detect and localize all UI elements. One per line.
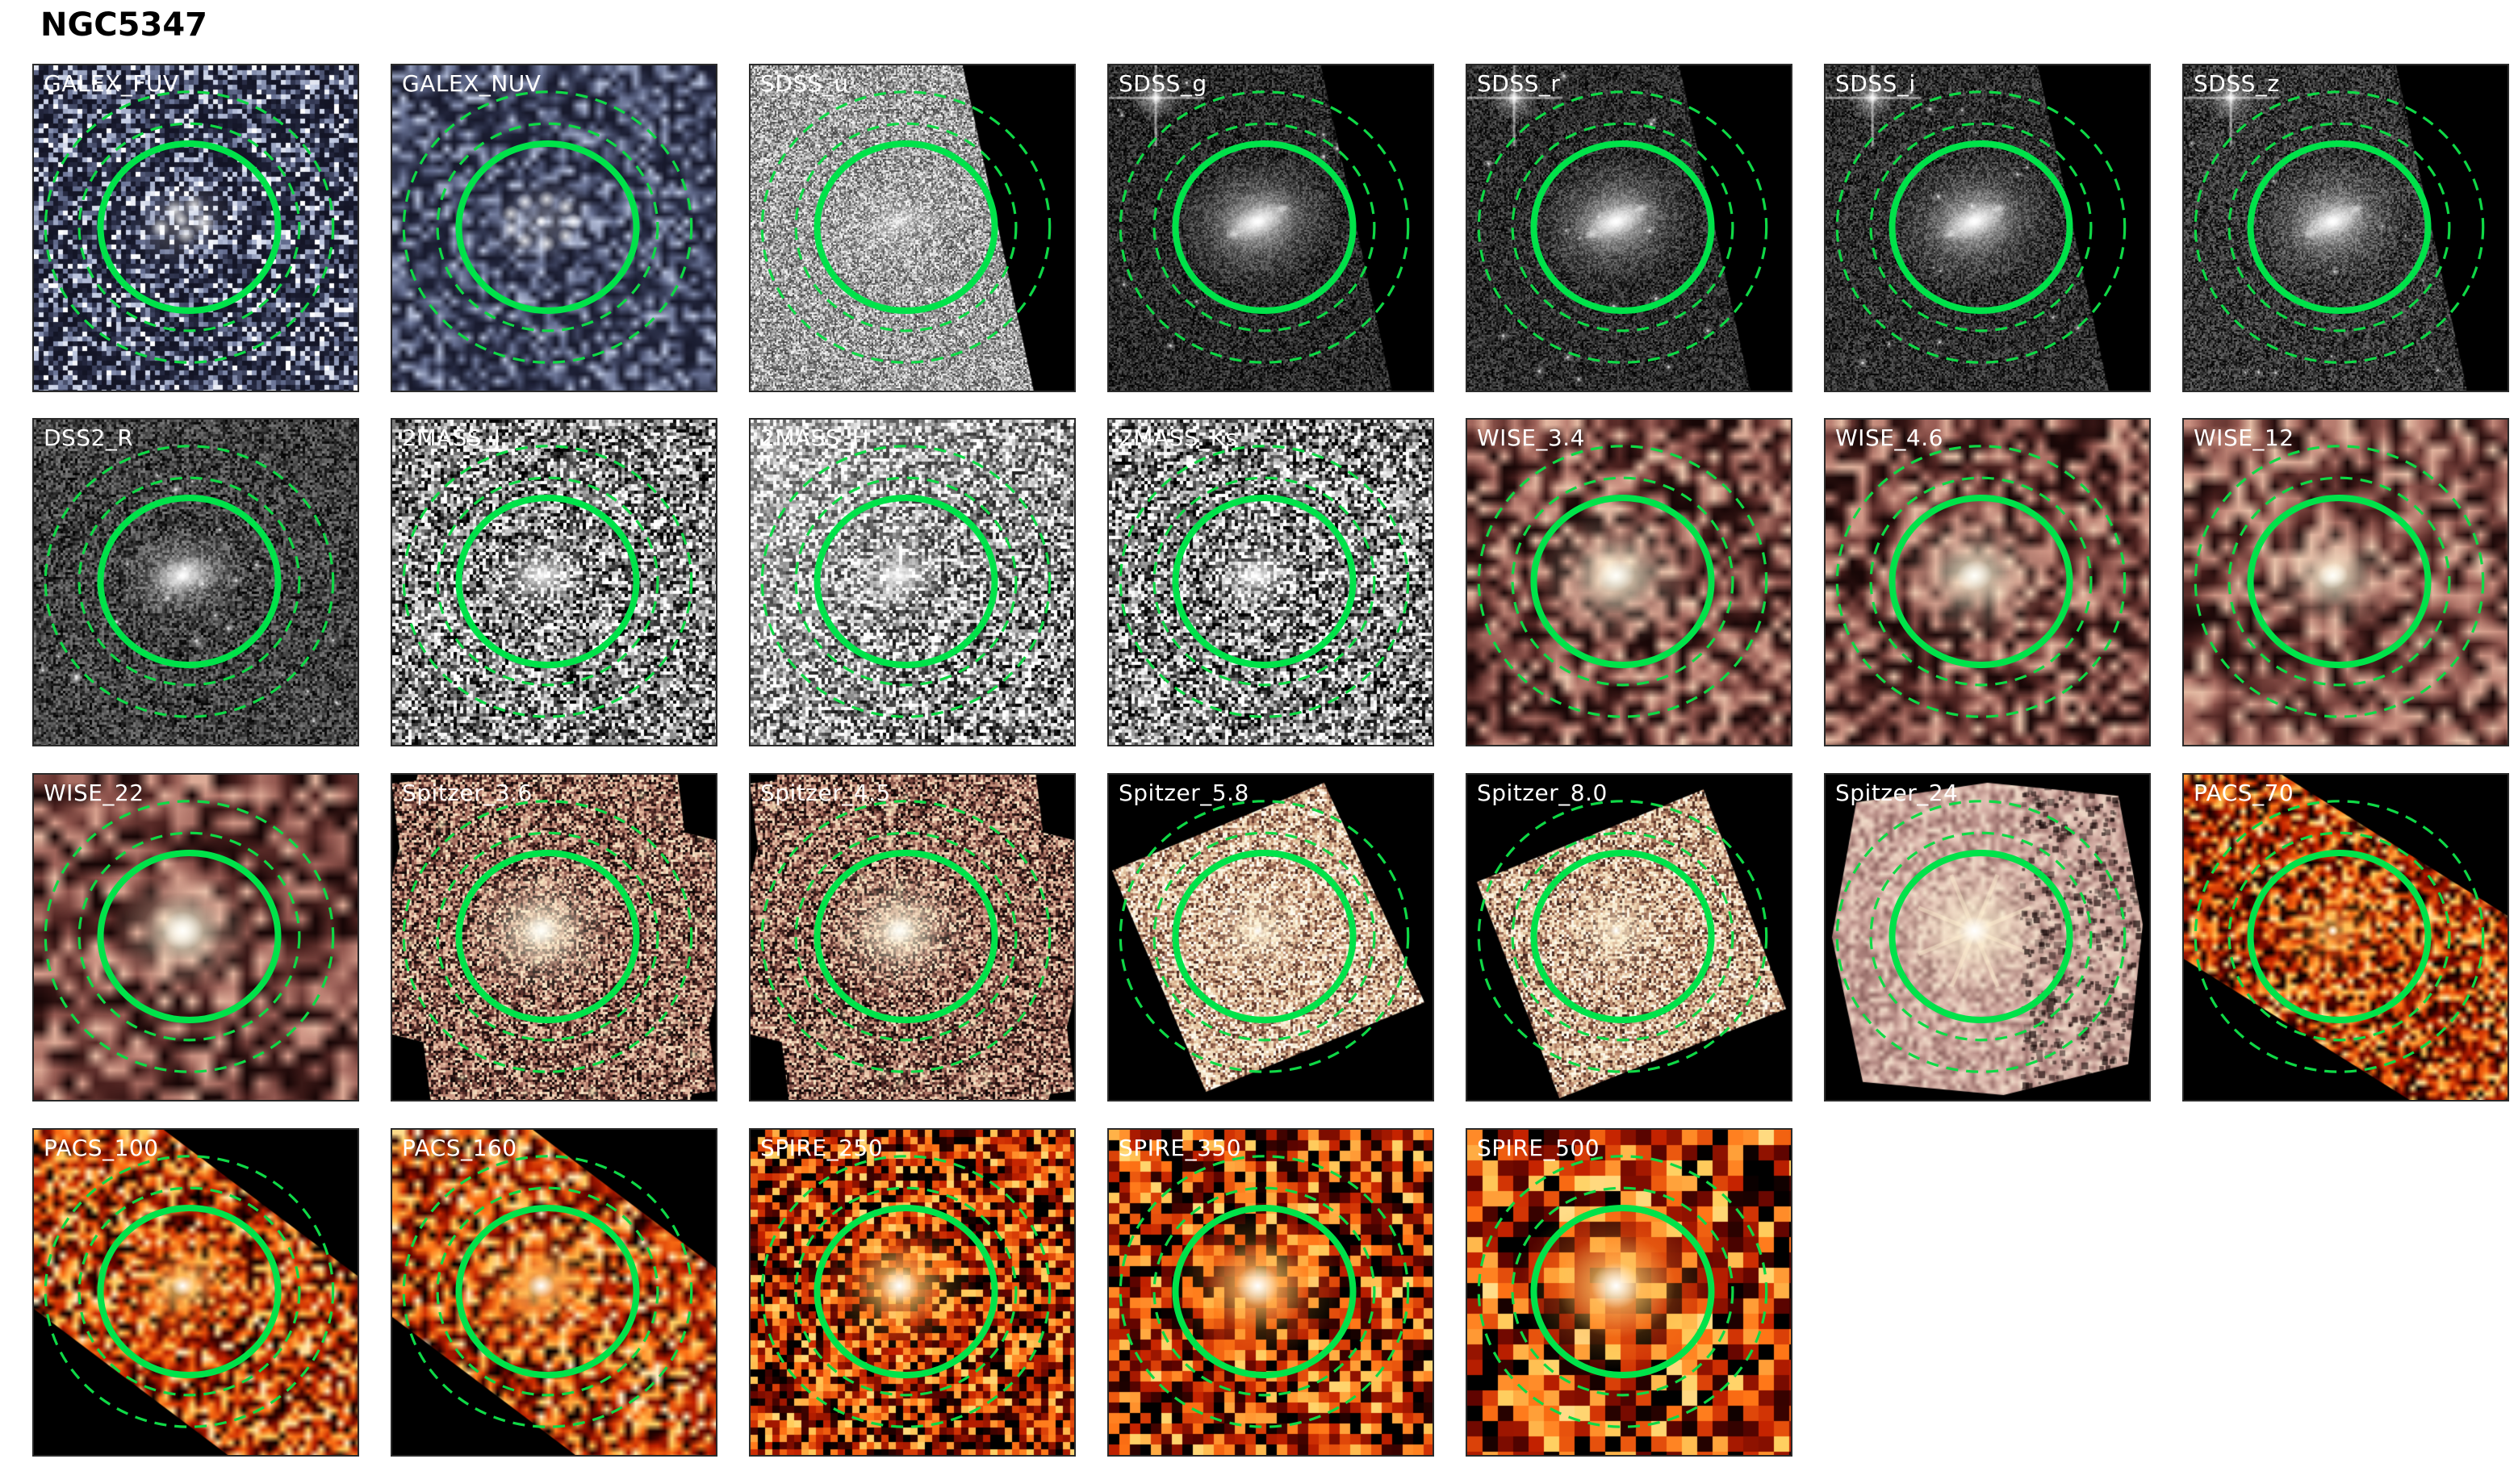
panel-label: SPIRE_350 bbox=[1119, 1135, 1242, 1161]
band-image-canvas bbox=[2184, 65, 2508, 391]
panel-pacs_70: PACS_70 bbox=[2182, 773, 2509, 1102]
band-image-canvas bbox=[2184, 420, 2508, 745]
panel-label: SDSS_u bbox=[760, 70, 849, 97]
panel-spitzer_4.5: Spitzer_4.5 bbox=[749, 773, 1076, 1102]
band-image-canvas bbox=[1467, 420, 1791, 745]
band-image-canvas bbox=[2184, 775, 2508, 1100]
band-image-canvas bbox=[392, 775, 716, 1100]
panel-pacs_100: PACS_100 bbox=[32, 1128, 359, 1457]
panel-wise_3.4: WISE_3.4 bbox=[1466, 418, 1792, 746]
band-image-canvas bbox=[1109, 65, 1433, 391]
panel-wise_22: WISE_22 bbox=[32, 773, 359, 1102]
panel-sdss_z: SDSS_z bbox=[2182, 64, 2509, 392]
panel-label: Spitzer_24 bbox=[1835, 780, 1959, 806]
panel-label: PACS_160 bbox=[402, 1135, 517, 1161]
band-image-canvas bbox=[392, 65, 716, 391]
panel-label: WISE_22 bbox=[44, 780, 144, 806]
panel-label: SPIRE_500 bbox=[1477, 1135, 1600, 1161]
panel-spitzer_8.0: Spitzer_8.0 bbox=[1466, 773, 1792, 1102]
panel-2mass_ks: 2MASS_Ks bbox=[1107, 418, 1434, 746]
figure-title: NGC5347 bbox=[40, 6, 207, 44]
panel-label: GALEX_NUV bbox=[402, 70, 542, 97]
panel-wise_4.6: WISE_4.6 bbox=[1824, 418, 2151, 746]
panel-label: SPIRE_250 bbox=[760, 1135, 884, 1161]
panel-pacs_160: PACS_160 bbox=[391, 1128, 717, 1457]
band-image-canvas bbox=[392, 420, 716, 745]
panel-galex_nuv: GALEX_NUV bbox=[391, 64, 717, 392]
band-image-canvas bbox=[751, 420, 1074, 745]
panel-label: WISE_4.6 bbox=[1835, 424, 1943, 451]
band-image-canvas bbox=[34, 775, 358, 1100]
panel-label: SDSS_i bbox=[1835, 70, 1916, 97]
panel-label: SDSS_r bbox=[1477, 70, 1561, 97]
band-image-canvas bbox=[34, 420, 358, 745]
panel-spire_250: SPIRE_250 bbox=[749, 1128, 1076, 1457]
panel-sdss_g: SDSS_g bbox=[1107, 64, 1434, 392]
panel-label: PACS_100 bbox=[44, 1135, 159, 1161]
band-image-canvas bbox=[1826, 65, 2149, 391]
band-image-canvas bbox=[1826, 420, 2149, 745]
panel-spitzer_5.8: Spitzer_5.8 bbox=[1107, 773, 1434, 1102]
panel-sdss_u: SDSS_u bbox=[749, 64, 1076, 392]
band-image-canvas bbox=[751, 775, 1074, 1100]
band-image-canvas bbox=[34, 1130, 358, 1455]
panel-2mass_j: 2MASS_J bbox=[391, 418, 717, 746]
band-image-canvas bbox=[392, 1130, 716, 1455]
panel-label: 2MASS_Ks bbox=[1119, 424, 1238, 451]
band-image-canvas bbox=[1467, 1130, 1791, 1455]
panel-dss2_r: DSS2_R bbox=[32, 418, 359, 746]
panel-label: Spitzer_3.6 bbox=[402, 780, 533, 806]
panel-spitzer_24: Spitzer_24 bbox=[1824, 773, 2151, 1102]
panel-galex_fuv: GALEX_FUV bbox=[32, 64, 359, 392]
panel-label: PACS_70 bbox=[2194, 780, 2294, 806]
band-image-canvas bbox=[1109, 420, 1433, 745]
panel-spire_350: SPIRE_350 bbox=[1107, 1128, 1434, 1457]
panel-label: Spitzer_4.5 bbox=[760, 780, 891, 806]
panel-label: WISE_12 bbox=[2194, 424, 2294, 451]
panel-label: SDSS_g bbox=[1119, 70, 1207, 97]
panel-label: 2MASS_H bbox=[760, 424, 870, 451]
panel-label: Spitzer_8.0 bbox=[1477, 780, 1608, 806]
panel-spitzer_3.6: Spitzer_3.6 bbox=[391, 773, 717, 1102]
band-image-canvas bbox=[751, 65, 1074, 391]
panel-2mass_h: 2MASS_H bbox=[749, 418, 1076, 746]
panel-label: WISE_3.4 bbox=[1477, 424, 1585, 451]
panel-label: DSS2_R bbox=[44, 424, 134, 451]
band-image-canvas bbox=[1109, 775, 1433, 1100]
panel-spire_500: SPIRE_500 bbox=[1466, 1128, 1792, 1457]
panel-label: GALEX_FUV bbox=[44, 70, 179, 97]
panel-wise_12: WISE_12 bbox=[2182, 418, 2509, 746]
band-image-canvas bbox=[1467, 775, 1791, 1100]
band-image-canvas bbox=[34, 65, 358, 391]
panel-label: SDSS_z bbox=[2194, 70, 2280, 97]
panel-label: Spitzer_5.8 bbox=[1119, 780, 1249, 806]
band-image-canvas bbox=[1826, 775, 2149, 1100]
band-image-canvas bbox=[1467, 65, 1791, 391]
band-image-canvas bbox=[751, 1130, 1074, 1455]
band-image-canvas bbox=[1109, 1130, 1433, 1455]
panel-label: 2MASS_J bbox=[402, 424, 501, 451]
panel-sdss_r: SDSS_r bbox=[1466, 64, 1792, 392]
panel-sdss_i: SDSS_i bbox=[1824, 64, 2151, 392]
